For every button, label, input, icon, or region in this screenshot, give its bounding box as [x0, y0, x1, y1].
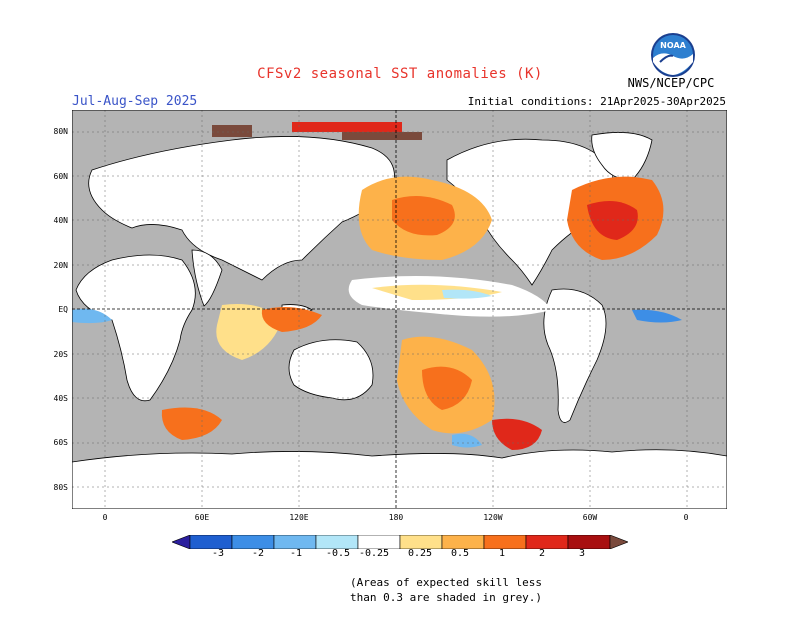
season-label: Jul-Aug-Sep 2025: [72, 94, 198, 109]
colorbar-min-arrow: [171, 534, 191, 550]
lat-label: 80S: [53, 483, 68, 492]
colorbar-segment: [189, 534, 233, 550]
colorbar-label: -0.5: [325, 548, 351, 559]
anomaly-layer: [72, 122, 682, 450]
lat-label: 20N: [53, 261, 68, 270]
colorbar-max-arrow: [609, 534, 629, 550]
lat-label: 60N: [53, 172, 68, 181]
lat-label: 60S: [53, 438, 68, 447]
colorbar-label: 1: [498, 548, 506, 559]
skill-note-line1: (Areas of expected skill less: [350, 576, 543, 589]
lon-label: 60W: [582, 513, 598, 522]
colorbar-label: -1: [289, 548, 303, 559]
colorbar-label: 0.5: [450, 548, 470, 559]
colorbar-label: 3: [578, 548, 586, 559]
logo-text: NOAA: [660, 41, 686, 50]
sst-anomaly-map: [71, 109, 728, 510]
lon-label: 0: [102, 513, 108, 522]
map-title: CFSv2 seasonal SST anomalies (K): [257, 66, 543, 82]
colorbar-segment: [273, 534, 317, 550]
graticule: [72, 110, 727, 509]
lat-label: EQ: [58, 305, 68, 314]
colorbar-segment: [525, 534, 569, 550]
land-layer: [71, 132, 728, 510]
lat-label: 20S: [53, 350, 68, 359]
colorbar-segment: [231, 534, 275, 550]
lat-label: 80N: [53, 127, 68, 136]
colorbar-segment: [399, 534, 443, 550]
initial-conditions: Initial conditions: 21Apr2025-30Apr2025: [467, 95, 726, 108]
lon-label: 0: [683, 513, 689, 522]
skill-note-line2: than 0.3 are shaded in grey.): [350, 591, 543, 604]
colorbar: [171, 534, 629, 550]
colorbar-segment: [483, 534, 527, 550]
noaa-logo: NOAA: [650, 32, 696, 78]
agency-label: NWS/NCEP/CPC: [627, 76, 715, 90]
lon-label: 120E: [289, 513, 309, 522]
lat-label: 40S: [53, 394, 68, 403]
colorbar-segment: [441, 534, 485, 550]
lon-label: 120W: [483, 513, 503, 522]
lon-label: 180: [388, 513, 404, 522]
skill-note: (Areas of expected skill less than 0.3 a…: [300, 575, 650, 605]
colorbar-segment: [357, 534, 401, 550]
colorbar-label: -3: [211, 548, 225, 559]
lat-label: 40N: [53, 216, 68, 225]
colorbar-label: -0.25: [358, 548, 390, 559]
lon-label: 60E: [194, 513, 210, 522]
colorbar-label: -2: [251, 548, 265, 559]
colorbar-segment: [567, 534, 611, 550]
colorbar-label: 2: [538, 548, 546, 559]
colorbar-segment: [315, 534, 359, 550]
colorbar-label: 0.25: [407, 548, 433, 559]
anomaly-cool-east-atlantic: [72, 308, 112, 324]
